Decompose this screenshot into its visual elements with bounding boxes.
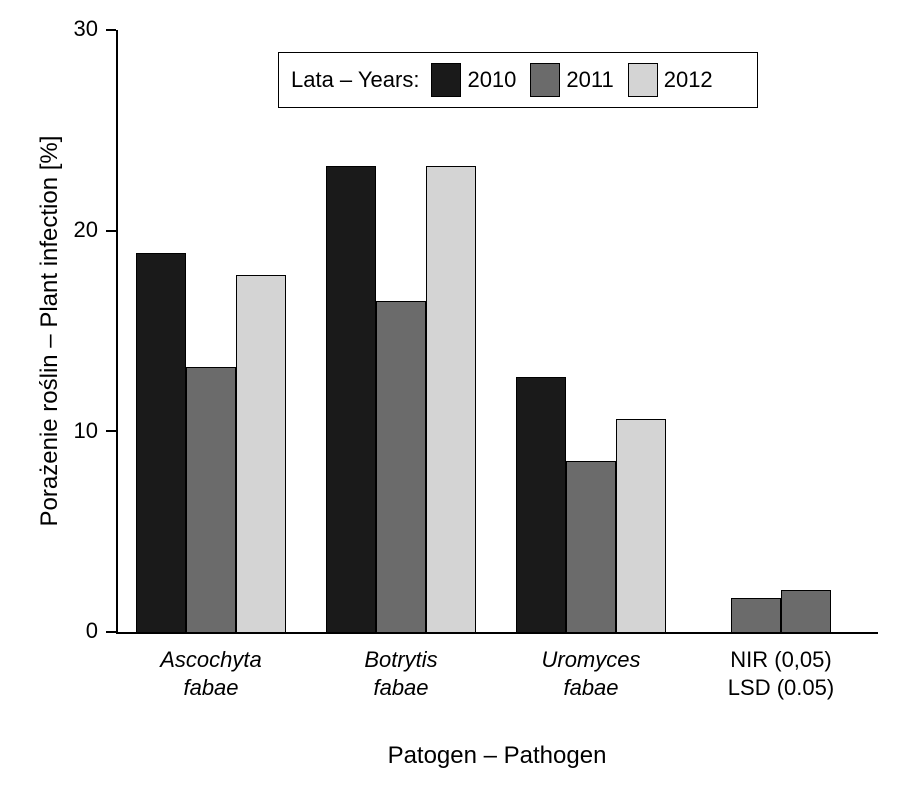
legend-item-label-2010: 2010	[467, 67, 516, 93]
bar-botrytis-2	[426, 166, 476, 632]
bar-uromyces-0	[516, 377, 566, 632]
category-label-ascochyta: Ascochytafabae	[121, 646, 301, 701]
bar-botrytis-0	[326, 166, 376, 632]
legend-item-label-2011: 2011	[566, 67, 613, 93]
legend-item-label-2012: 2012	[664, 67, 713, 93]
bar-ascochyta-0	[136, 253, 186, 632]
legend-title: Lata – Years:	[291, 67, 419, 93]
legend: Lata – Years: 2010 2011 2012	[278, 52, 758, 108]
legend-swatch-2011	[530, 63, 560, 97]
bar-ascochyta-1	[186, 367, 236, 632]
bar-nir-0	[731, 598, 781, 632]
y-tick	[106, 230, 116, 232]
y-tick	[106, 29, 116, 31]
y-axis-line	[116, 30, 118, 632]
legend-swatch-2010	[431, 63, 461, 97]
y-axis-title: Porażenie roślin – Plant infection [%]	[36, 30, 64, 632]
y-tick	[106, 430, 116, 432]
category-label-botrytis: Botrytisfabae	[311, 646, 491, 701]
bar-nir-1	[781, 590, 831, 632]
bar-uromyces-1	[566, 461, 616, 632]
bar-uromyces-2	[616, 419, 666, 632]
y-tick	[106, 631, 116, 633]
x-axis-line	[116, 632, 878, 634]
bar-botrytis-1	[376, 301, 426, 632]
bar-chart: 0102030Porażenie roślin – Plant infectio…	[0, 0, 908, 793]
category-label-nir: NIR (0,05)LSD (0.05)	[691, 646, 871, 701]
x-axis-title: Patogen – Pathogen	[116, 742, 878, 770]
legend-swatch-2012	[628, 63, 658, 97]
bar-ascochyta-2	[236, 275, 286, 632]
category-label-uromyces: Uromycesfabae	[501, 646, 681, 701]
